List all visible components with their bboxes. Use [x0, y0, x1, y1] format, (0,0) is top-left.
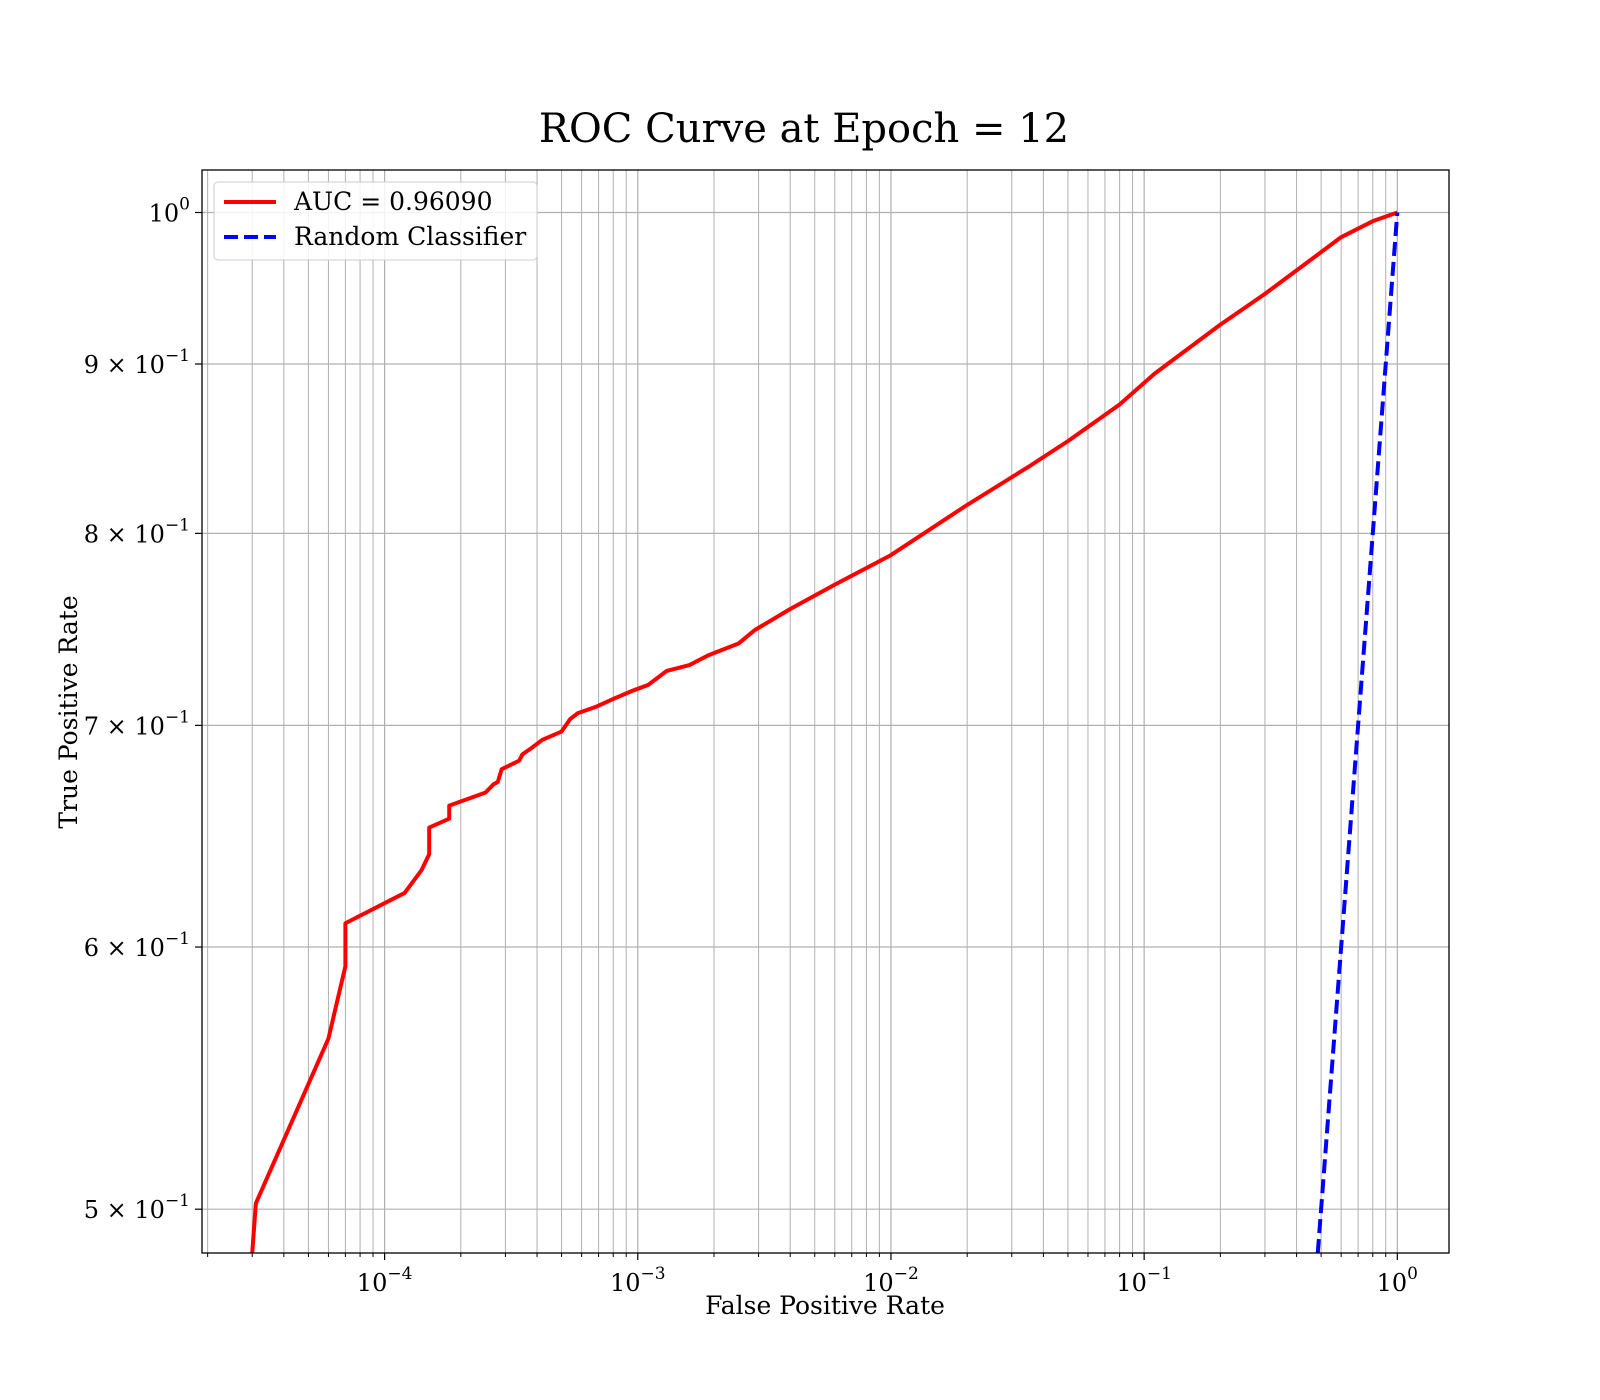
- x-axis-label: False Positive Rate: [705, 1291, 945, 1320]
- y-axis-label: True Positive Rate: [54, 595, 83, 828]
- legend-box: [213, 181, 538, 261]
- legend: AUC = 0.96090 Random Classifier: [213, 181, 538, 261]
- random-classifier-line: [1315, 212, 1400, 1253]
- x-tick-label: 100: [1377, 1264, 1418, 1297]
- y-axis-ticks: 5 × 10−1 6 × 10−1 7 × 10−1 8 × 10−1 9 × 10−1…: [84, 195, 202, 1224]
- y-tick-label: 9 × 10−1: [84, 346, 190, 379]
- y-tick-label: 100: [149, 195, 190, 228]
- series-layer: [250, 210, 1400, 1253]
- plot-frame: [201, 169, 1450, 1254]
- major-grid: [202, 170, 1449, 1253]
- y-tick-label: 8 × 10−1: [84, 515, 190, 548]
- x-axis-ticks: 10−4 10−3 10−2 10−1 100: [207, 1253, 1418, 1297]
- legend-label-random-classifier: Random Classifier: [294, 222, 526, 251]
- legend-label-auc: AUC = 0.96090: [293, 187, 492, 216]
- x-tick-label: 10−1: [1116, 1264, 1172, 1297]
- roc-curve-line: [250, 210, 1398, 1253]
- y-tick-label: 7 × 10−1: [84, 707, 190, 740]
- chart-title: ROC Curve at Epoch = 12: [539, 106, 1069, 152]
- x-tick-label: 10−4: [357, 1264, 413, 1297]
- x-tick-label: 10−2: [863, 1264, 919, 1297]
- x-tick-label: 10−3: [610, 1264, 666, 1297]
- y-tick-label: 5 × 10−1: [84, 1191, 190, 1224]
- y-tick-label: 6 × 10−1: [84, 929, 190, 962]
